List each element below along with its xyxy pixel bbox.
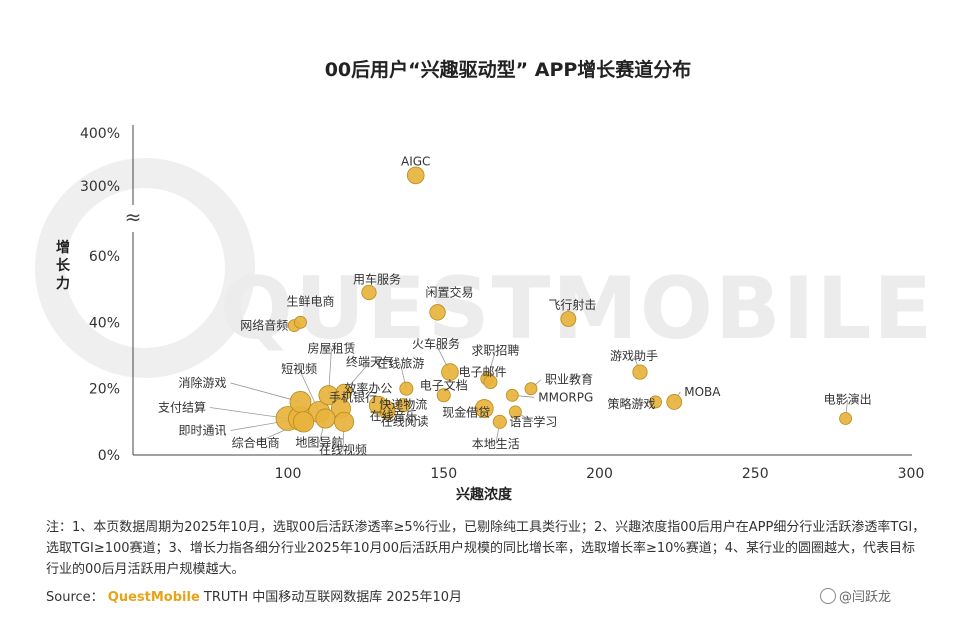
data-point (483, 375, 498, 390)
x-tick-label: 300 (898, 466, 925, 482)
watermark-text: QUESTMOBILE (220, 259, 934, 359)
data-label: 支付结算 (158, 400, 206, 415)
data-point (396, 398, 411, 413)
y-tick-label: 40% (89, 315, 120, 331)
data-points (275, 166, 852, 433)
data-point (474, 399, 494, 418)
x-tick-label: 200 (586, 466, 613, 482)
source-suffix: TRUTH 中国移动互联网数据库 2025年10月 (203, 590, 463, 605)
data-label: 综合电商 (232, 435, 280, 450)
data-point (524, 382, 538, 396)
data-label: 飞行射击 (548, 297, 596, 312)
data-label: 现金借贷 (442, 405, 490, 420)
data-label: 在线音乐 (370, 408, 418, 423)
weibo-icon (820, 588, 836, 604)
data-label: 职业教育 (545, 372, 593, 387)
axis-break-mark: ≈ (125, 205, 142, 229)
leader-line (209, 407, 289, 419)
watermark-logo-ring (35, 158, 255, 378)
y-tick-label: 20% (89, 382, 120, 398)
data-label: 手机银行 (329, 391, 377, 405)
source-line: Source： QuestMobile TRUTH 中国移动互联网数据库 202… (46, 586, 462, 605)
author-credit-text: @闫跃龙 (839, 590, 892, 605)
data-point (289, 391, 312, 413)
axes: ≈ (125, 125, 912, 456)
source-prefix: Source： (46, 590, 104, 605)
data-label: 在线阅读 (381, 415, 429, 429)
data-point (294, 315, 307, 329)
y-axis-title-char: 力 (56, 275, 70, 292)
data-point (441, 363, 459, 381)
data-point (315, 408, 336, 429)
data-label: 火车服务 (412, 336, 460, 351)
data-label: 语言学习 (509, 414, 557, 429)
watermark: QUESTMOBILE (35, 158, 934, 378)
data-label: 网络音频 (240, 318, 288, 333)
y-tick-label: 60% (89, 249, 120, 265)
tick-labels: 100 150 200 250 300 0% 20% 40% 60% 300% 400% (80, 126, 924, 482)
data-point (436, 388, 451, 403)
data-point (380, 400, 396, 417)
data-point (839, 412, 852, 425)
data-label: 用车服务 (353, 271, 401, 286)
x-tick-label: 150 (430, 466, 457, 482)
data-label: 即时通讯 (178, 424, 226, 438)
data-point (505, 388, 519, 402)
data-label: 快递物流 (379, 397, 427, 411)
data-label: MMORPG (538, 390, 593, 404)
chart-title: 00后用户“兴趣驱动型” APP增长赛道分布 (325, 58, 692, 81)
data-label: 房屋租赁 (307, 340, 355, 355)
data-label: 在线视频 (319, 442, 367, 457)
x-axis-title: 兴趣浓度 (456, 486, 513, 503)
data-point (560, 311, 577, 327)
y-axis-title-char: 长 (56, 257, 71, 274)
data-label: 求职招聘 (471, 344, 519, 358)
data-point (429, 304, 446, 321)
x-tick-label: 250 (742, 466, 769, 482)
author-credit: @闫跃龙 (820, 586, 891, 605)
data-point (508, 405, 522, 419)
data-label: 电子文档 (420, 377, 468, 392)
y-axis-title: 增长力 (56, 239, 71, 292)
x-tick-label: 100 (275, 466, 302, 482)
data-label: 短视频 (281, 361, 317, 376)
y-tick-label: 0% (98, 448, 120, 464)
data-label: 生鲜电商 (286, 293, 334, 308)
footnote: 注：1、本页数据周期为2025年10月，选取00后活跃渗透率≥5%行业，已剔除纯… (46, 520, 926, 577)
data-label: 闲置交易 (426, 284, 474, 299)
source-brand: QuestMobile (107, 590, 200, 605)
data-label: 终端天气 (346, 354, 394, 369)
y-tick-label: 300% (80, 179, 120, 195)
y-axis-title-char: 增 (56, 239, 70, 256)
data-point (666, 394, 683, 410)
data-point (335, 383, 353, 401)
data-label: AIGC (401, 154, 430, 168)
data-label: 在线旅游 (376, 357, 424, 371)
data-point (334, 411, 355, 432)
y-tick-label: 400% (80, 126, 120, 142)
data-label: 电子邮件 (458, 365, 506, 379)
data-point (361, 284, 377, 301)
data-label: 游戏助手 (610, 349, 658, 363)
data-label: 地图导航 (295, 435, 343, 450)
leader-line (230, 382, 301, 403)
data-label: 本地生活 (472, 437, 520, 451)
data-point (399, 381, 414, 396)
data-label: 效率办公 (344, 380, 392, 395)
data-point (406, 166, 425, 185)
data-point (292, 411, 315, 433)
data-point (492, 414, 507, 429)
data-point (632, 364, 648, 380)
data-label: MOBA (684, 385, 721, 399)
data-label: 策略游戏 (608, 396, 656, 411)
data-label: 电影演出 (824, 392, 872, 407)
data-point (649, 395, 662, 409)
data-label: 消除游戏 (178, 375, 226, 390)
